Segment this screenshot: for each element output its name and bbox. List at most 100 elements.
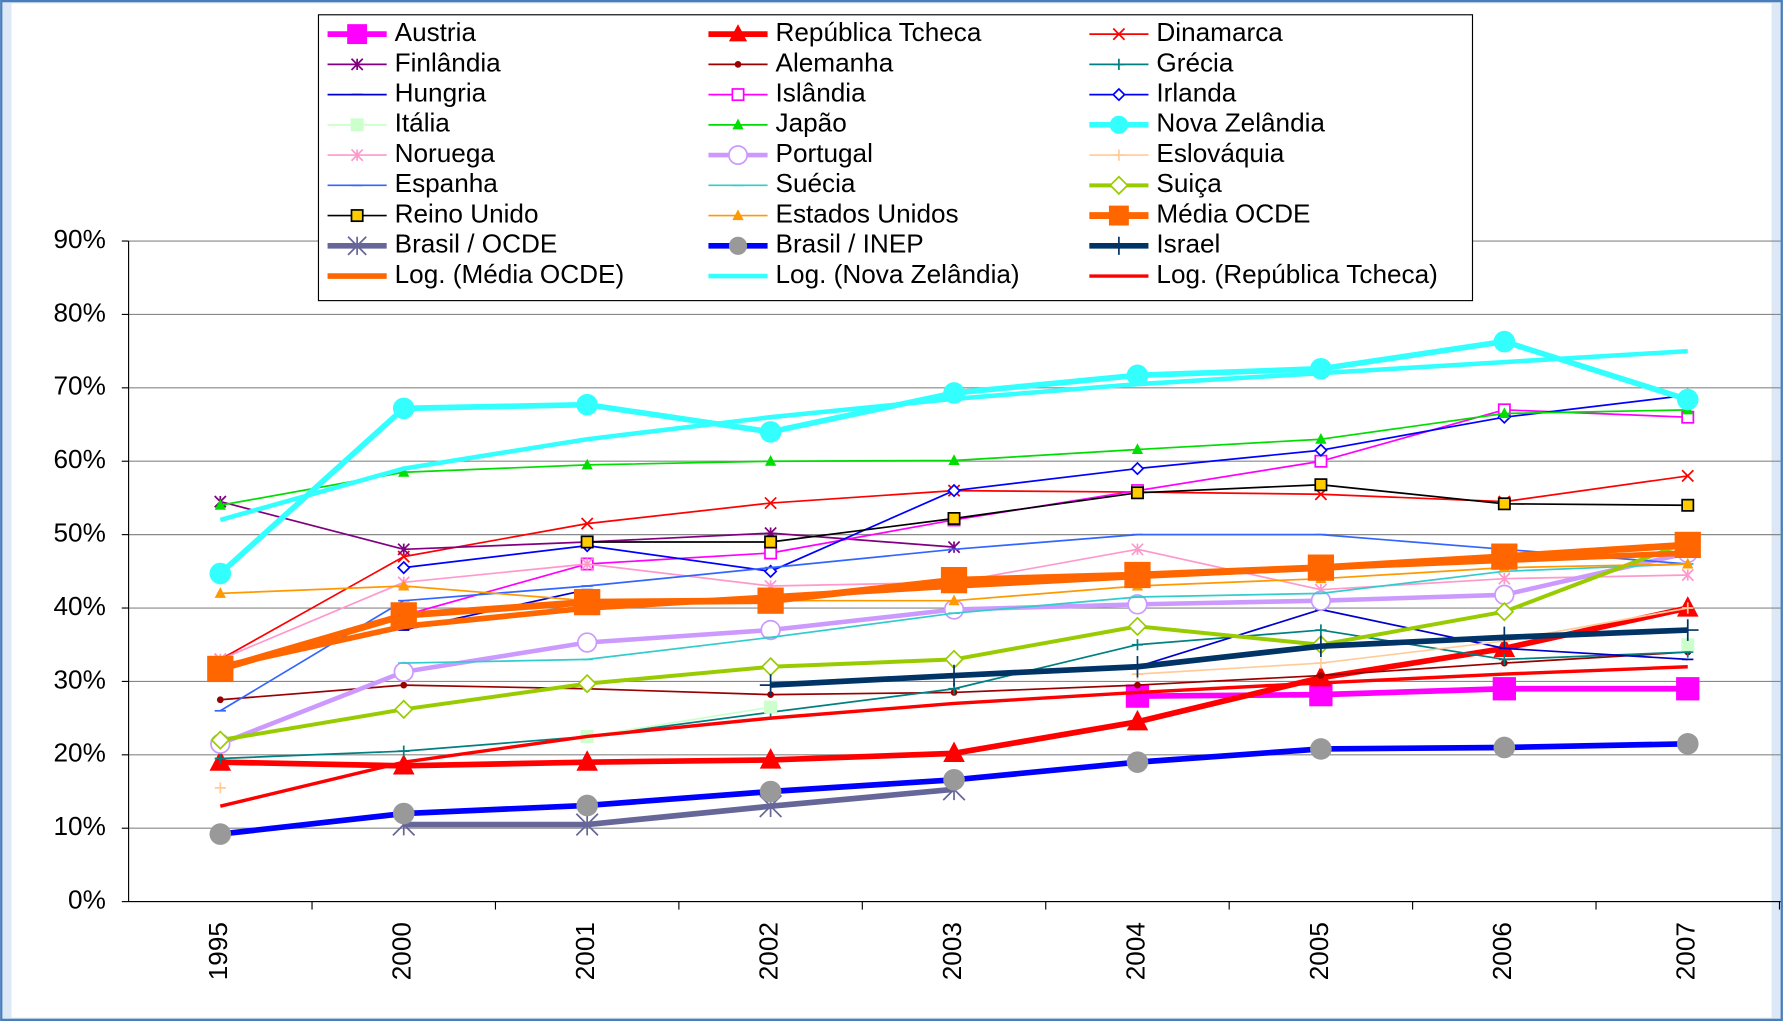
marker [1112,27,1126,41]
y-tick-label: 0% [68,885,106,915]
marker-shape [1676,388,1699,411]
marker-shape [400,681,408,689]
marker-shape [347,236,367,256]
marker-shape [731,88,745,102]
marker-shape [764,535,778,549]
marker-shape [728,236,748,255]
x-tick-label: 1995 [203,922,233,980]
x-tick-label: 2003 [937,922,967,980]
marker-shape [397,543,410,556]
marker [764,455,777,466]
marker-shape [1108,205,1129,226]
marker [759,780,782,803]
legend-label: Espanha [395,168,499,198]
marker [1134,681,1141,689]
series-line [770,627,1688,688]
marker [350,209,364,223]
marker [759,421,782,443]
marker-shape [581,458,593,470]
marker [392,753,415,775]
legend-entry: Irlanda [1089,78,1237,108]
marker-shape [350,148,364,162]
marker [728,236,748,255]
marker [1676,677,1700,701]
marker [350,58,364,71]
marker [757,587,784,614]
y-tick-label: 70% [54,371,106,401]
marker [1127,594,1148,615]
legend-label: Brasil / INEP [776,229,924,259]
y-tick-label: 90% [54,224,106,254]
marker-shape [1126,709,1149,731]
marker [1681,469,1694,483]
marker-shape [1315,433,1327,444]
marker-shape [943,741,965,762]
legend: Austria República Tcheca Dinamarca Finlândi… [317,14,1474,302]
marker [1126,709,1149,731]
marker-shape [1314,443,1328,458]
legend-label: Israel [1156,229,1220,259]
marker-shape [576,632,598,653]
marker [1682,557,1694,569]
legend-label: Suiça [1156,168,1222,198]
marker [1112,87,1126,102]
marker-shape [1314,478,1328,492]
marker [207,655,234,683]
y-tick-label: 60% [54,444,106,474]
legend-entry: Média OCDE [1089,198,1310,228]
marker-shape [1314,454,1328,468]
legend-entry: Eslováquia [1089,138,1285,168]
series-line [219,550,1688,670]
marker [947,512,961,525]
marker-shape [1494,601,1515,622]
marker-shape [1676,619,1699,641]
marker-shape [1126,751,1149,773]
marker [1314,443,1328,458]
series-line [219,665,1688,808]
marker [1493,626,1516,649]
marker [210,730,231,750]
marker [759,748,782,769]
legend-entry: Itália [327,108,451,138]
legend-label: República Tcheca [776,17,982,47]
marker [948,454,960,465]
marker-shape [764,455,777,466]
marker-shape [575,813,599,836]
marker [1127,616,1148,637]
marker-shape [392,397,415,420]
legend-label: Estados Unidos [776,198,959,228]
marker [1498,572,1511,585]
marker [580,517,594,530]
marker [1492,677,1516,701]
marker [1113,149,1125,161]
marker-shape [209,823,232,845]
legend-label: Finlândia [395,47,502,77]
marker-shape [1310,590,1332,611]
marker-shape [1109,236,1128,255]
marker [759,674,782,696]
marker [764,496,777,510]
marker [214,782,226,794]
marker-shape [1315,657,1327,669]
x-tick-label: 2000 [387,922,417,980]
marker [943,768,965,791]
legend-label: Itália [395,108,451,138]
marker [1681,568,1694,582]
marker [575,813,599,836]
marker-shape [207,655,234,683]
marker [1317,672,1325,679]
marker-shape [210,730,231,750]
marker-shape [1125,684,1150,708]
marker [1126,751,1149,773]
marker-shape [392,753,415,775]
marker [398,579,410,591]
marker [347,24,368,45]
marker-shape [1492,677,1516,701]
legend-entry: Brasil / INEP [708,229,924,259]
marker [734,60,742,68]
x-tick-label: 2006 [1487,922,1517,980]
marker [350,118,364,132]
marker-shape [1134,681,1141,689]
marker [392,802,415,825]
